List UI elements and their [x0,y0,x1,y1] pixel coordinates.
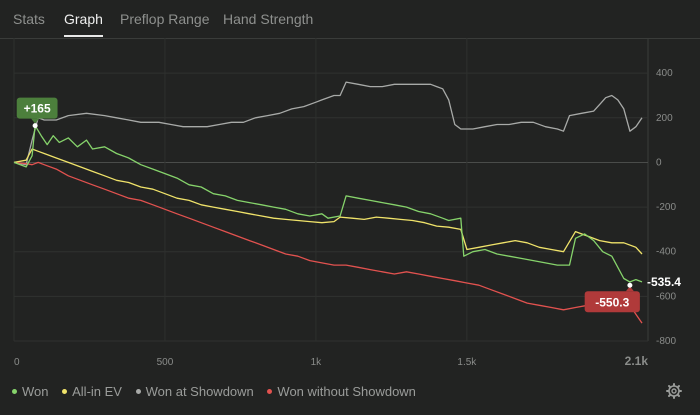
tab-stats[interactable]: Stats [13,11,45,27]
x-tick-label: 500 [157,357,174,368]
tab-preflop-range[interactable]: Preflop Range [120,11,210,27]
legend-label: Won without Showdown [277,384,416,399]
legend-label: Won at Showdown [145,384,254,399]
series-line-won-without-showdown [13,161,643,324]
x-tick-label: 0 [14,357,20,368]
y-tick-label: -600 [656,291,676,302]
won-dot [12,389,17,394]
tab-bar: Stats Graph Preflop Range Hand Strength [0,0,700,39]
legend-item-allin-ev[interactable]: All-in EV [62,384,122,399]
tab-hand-strength[interactable]: Hand Strength [223,11,314,27]
y-tick-label: 200 [656,113,673,124]
series-line-won-at-showdown [13,81,643,166]
y-tick-label: 0 [656,157,662,168]
showdown-dot [135,389,141,394]
callout-box [584,291,640,313]
x-tick-label: 2.1k [625,354,649,368]
y-tick-label: -400 [656,247,676,258]
series-line-won [13,124,643,283]
y-tick-label: -200 [656,202,676,213]
gear-icon[interactable] [666,383,682,399]
y-tick-label: 400 [656,68,673,79]
allin-ev-dot [62,389,68,394]
legend-item-won-without-showdown[interactable]: Won without Showdown [267,384,416,399]
x-tick-label: 1k [311,357,323,368]
legend-label: All-in EV [72,384,122,399]
no-showdown-dot [267,389,273,394]
callout-pointer [625,286,634,292]
marker-point [32,123,38,129]
tab-graph[interactable]: Graph [64,11,103,37]
callout-box [16,97,58,119]
callout-label: -550.3 [595,295,629,309]
legend-label: Won [22,384,49,399]
callout-pointer [31,118,40,124]
callout-label: +165 [24,102,51,116]
series-line-all-in-ev [13,148,643,255]
y-tick-label: -800 [656,336,676,347]
legend-item-won[interactable]: Won [12,384,49,399]
legend: Won All-in EV Won at Showdown Won withou… [12,384,426,399]
legend-item-won-at-showdown[interactable]: Won at Showdown [135,384,254,399]
end-value-label: -535.4 [647,275,681,289]
bankroll-graph[interactable]: 400 200 0 -200 -400 -600 -800 0 500 1k 1.5k 2.1k -53… [0,38,700,373]
x-tick-label: 1.5k [457,357,477,368]
marker-point [627,282,633,288]
